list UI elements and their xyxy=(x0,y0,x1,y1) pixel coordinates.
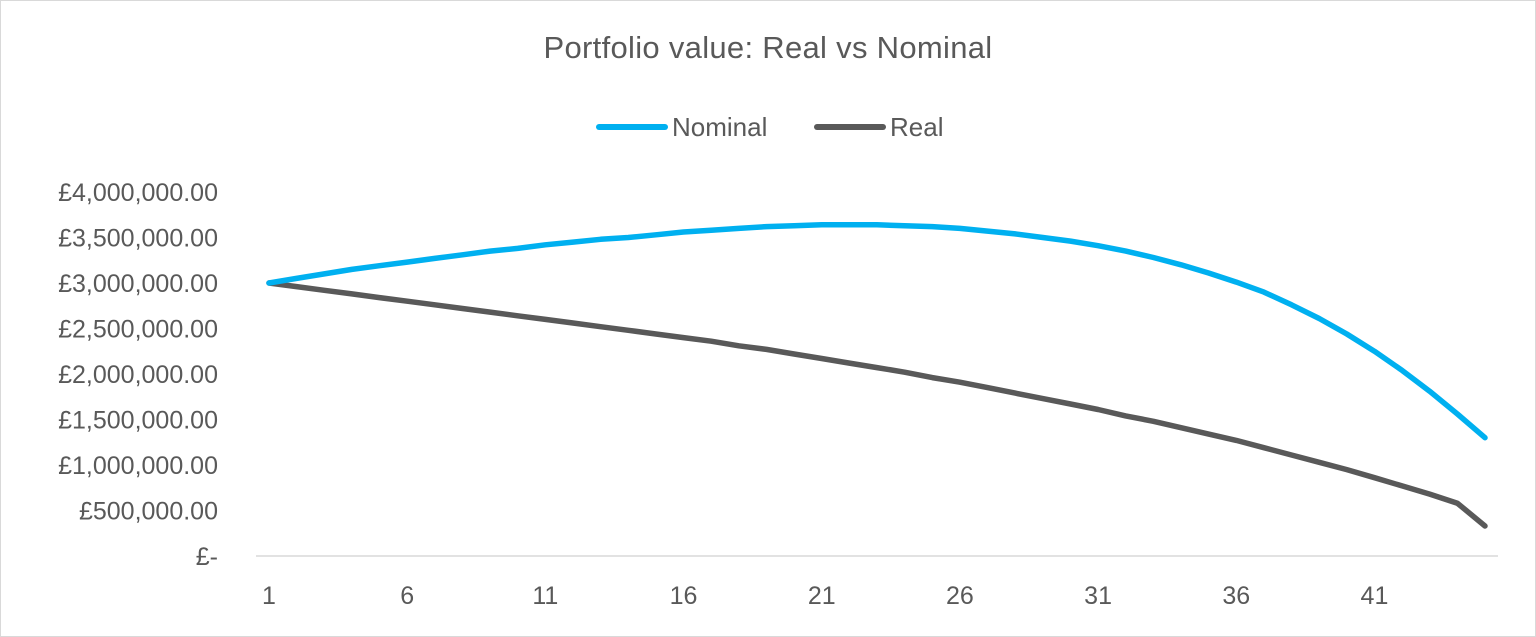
x-tick-label: 11 xyxy=(532,582,558,610)
x-tick-label: 1 xyxy=(262,582,276,610)
legend-swatch-real xyxy=(814,124,886,130)
legend-label-nominal: Nominal xyxy=(672,111,768,142)
legend-swatch-nominal xyxy=(596,124,668,130)
legend-label-real: Real xyxy=(890,111,944,142)
y-tick-label: £4,000,000.00 xyxy=(58,179,218,207)
y-tick-label: £3,500,000.00 xyxy=(58,225,218,253)
x-tick-label: 21 xyxy=(808,582,836,610)
y-tick-label: £- xyxy=(196,543,218,571)
x-tick-label: 6 xyxy=(400,582,414,610)
chart-title: Portfolio value: Real vs Nominal xyxy=(543,30,993,65)
x-tick-label: 31 xyxy=(1084,582,1112,610)
legend: Nominal Real xyxy=(0,110,1536,144)
x-tick-label: 36 xyxy=(1222,582,1250,610)
series-line-nominal xyxy=(266,222,1488,441)
y-tick-label: £500,000.00 xyxy=(79,498,218,526)
y-tick-label: £2,000,000.00 xyxy=(58,361,218,389)
y-tick-label: £1,500,000.00 xyxy=(58,407,218,435)
series-line-real xyxy=(266,280,1488,529)
y-tick-label: £1,000,000.00 xyxy=(58,452,218,480)
x-tick-label: 16 xyxy=(670,582,698,610)
legend-item-real: Real xyxy=(814,110,943,144)
x-tick-label: 26 xyxy=(946,582,974,610)
y-tick-label: £2,500,000.00 xyxy=(58,316,218,344)
x-tick-label: 41 xyxy=(1361,582,1389,610)
legend-item-nominal: Nominal xyxy=(596,110,767,144)
y-tick-label: £3,000,000.00 xyxy=(58,270,218,298)
